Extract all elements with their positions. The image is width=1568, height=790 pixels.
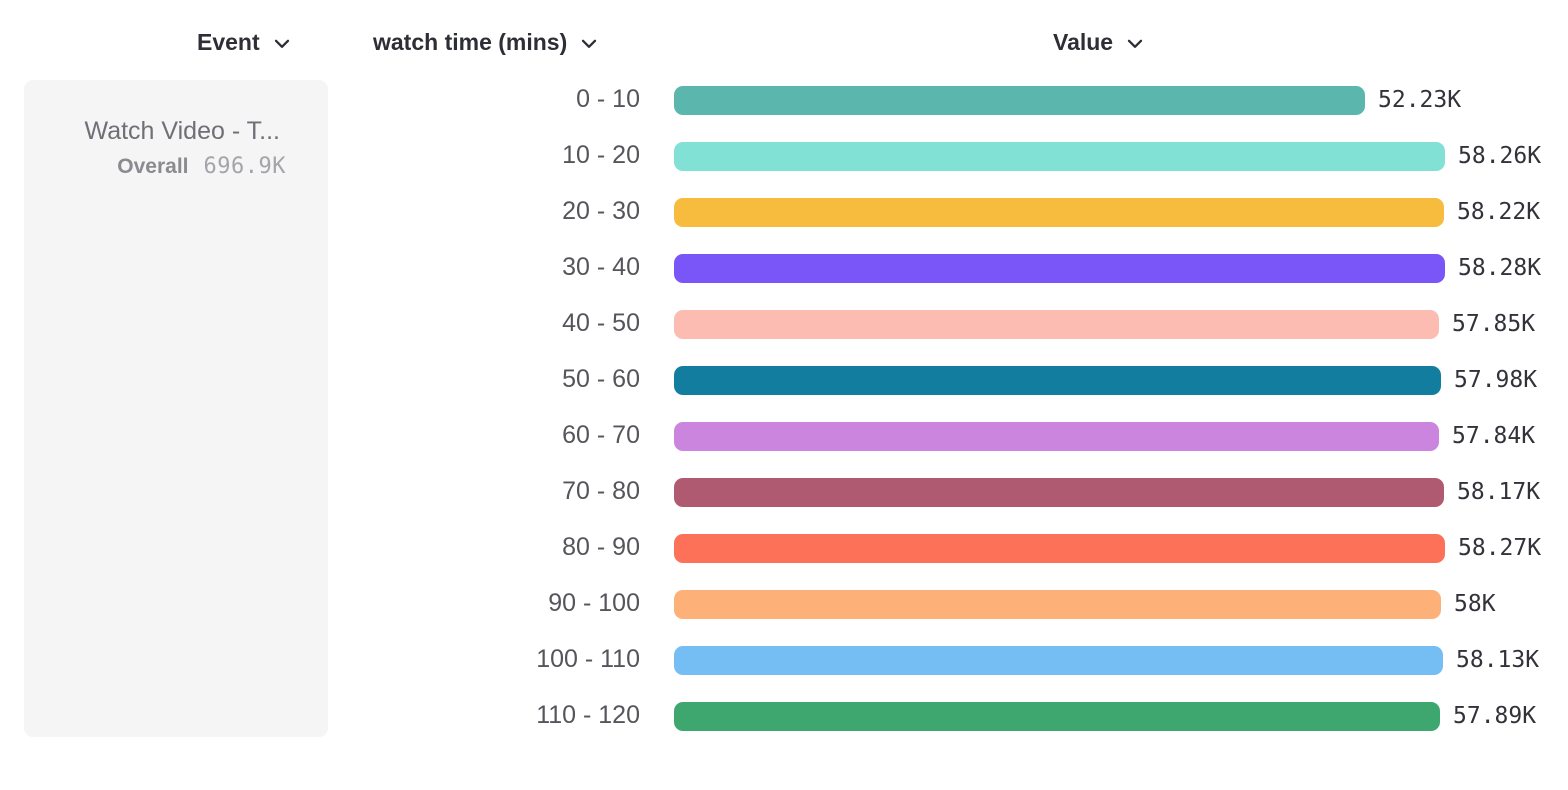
bucket-label: 10 - 20	[562, 140, 640, 169]
bucket-label: 30 - 40	[562, 252, 640, 281]
bar[interactable]	[674, 533, 1445, 563]
chart-row: 100 - 110 58.13K	[0, 644, 1568, 675]
bucket-label: 40 - 50	[562, 308, 640, 337]
bar[interactable]	[674, 421, 1439, 451]
event-overall-row: Overall 696.9K	[117, 154, 286, 179]
bucket-label: 20 - 30	[562, 196, 640, 225]
bar-value: 57.85K	[1452, 311, 1536, 337]
bar[interactable]	[674, 701, 1440, 731]
chart-row: 60 - 70 57.84K	[0, 420, 1568, 451]
chevron-down-icon	[1127, 39, 1143, 48]
bar[interactable]	[674, 85, 1365, 115]
watch-time-column-label: watch time (mins)	[373, 28, 568, 55]
bucket-label: 0 - 10	[576, 84, 640, 113]
bucket-label: 60 - 70	[562, 420, 640, 449]
chart-row: 30 - 40 58.28K	[0, 252, 1568, 283]
watch-time-column-dropdown[interactable]: watch time (mins)	[373, 26, 597, 58]
chevron-down-icon	[582, 39, 597, 48]
bucket-label: 100 - 110	[536, 644, 640, 673]
event-column-label: Event	[197, 28, 260, 55]
chart-row: 110 - 120 57.89K	[0, 700, 1568, 731]
bar-value: 58.27K	[1458, 535, 1542, 561]
chart-row: 0 - 10 52.23K	[0, 84, 1568, 115]
bar[interactable]	[674, 141, 1445, 171]
bar-value: 52.23K	[1378, 87, 1462, 113]
chart-row: 10 - 20 58.26K	[0, 140, 1568, 171]
bar-value: 58K	[1454, 591, 1496, 617]
bar[interactable]	[674, 365, 1441, 395]
bucket-label: 50 - 60	[562, 364, 640, 393]
chart-row: 70 - 80 58.17K	[0, 476, 1568, 507]
bucket-label: 90 - 100	[548, 588, 640, 617]
bar-value: 58.17K	[1457, 479, 1541, 505]
bar-value: 57.89K	[1453, 703, 1537, 729]
bar-value: 58.28K	[1458, 255, 1542, 281]
bucket-label: 70 - 80	[562, 476, 640, 505]
overall-label: Overall	[117, 155, 189, 178]
bar-value: 58.13K	[1456, 647, 1540, 673]
value-column-label: Value	[1053, 28, 1114, 55]
chart-row: 50 - 60 57.98K	[0, 364, 1568, 395]
bar-value: 57.84K	[1452, 423, 1536, 449]
bar[interactable]	[674, 645, 1443, 675]
chevron-down-icon	[274, 39, 289, 48]
chart-row: 40 - 50 57.85K	[0, 308, 1568, 339]
bar[interactable]	[674, 477, 1444, 507]
bar-value: 58.22K	[1457, 199, 1541, 225]
event-title: Watch Video - T...	[84, 117, 280, 145]
bar-value: 57.98K	[1454, 367, 1538, 393]
event-column-dropdown[interactable]: Event	[197, 26, 290, 58]
chart-row: 90 - 100 58K	[0, 588, 1568, 619]
overall-value: 696.9K	[203, 154, 286, 179]
chart-row: 80 - 90 58.27K	[0, 532, 1568, 563]
bar[interactable]	[674, 589, 1441, 619]
bar[interactable]	[674, 253, 1445, 283]
chart-row: 20 - 30 58.22K	[0, 196, 1568, 227]
bar[interactable]	[674, 197, 1444, 227]
bucket-label: 110 - 120	[536, 700, 640, 729]
bucket-label: 80 - 90	[562, 532, 640, 561]
bar-value: 58.26K	[1458, 143, 1542, 169]
event-card[interactable]: Watch Video - T... Overall 696.9K	[24, 80, 328, 737]
value-column-dropdown[interactable]: Value	[1053, 26, 1143, 58]
bar[interactable]	[674, 309, 1439, 339]
